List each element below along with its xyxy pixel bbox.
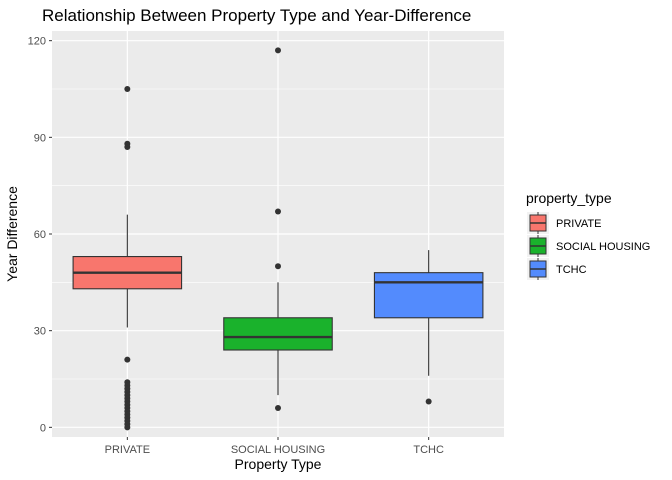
outlier-point [275, 263, 281, 270]
box-social-housing [223, 47, 333, 411]
box-private [72, 86, 183, 431]
boxes [72, 47, 484, 431]
outlier-point [124, 356, 131, 363]
outlier-point [275, 208, 281, 215]
x-tick-label: SOCIAL HOUSING [231, 444, 325, 456]
outlier-point [124, 424, 131, 431]
box-tchc [373, 250, 484, 405]
y-axis-title: Year Difference [4, 186, 20, 282]
legend-title: property_type [526, 190, 612, 206]
outlier-point [124, 86, 131, 92]
x-tick-label: PRIVATE [105, 444, 150, 456]
box-iqr [223, 317, 333, 351]
x-axis-title: Property Type [235, 456, 322, 472]
y-tick-label: 120 [28, 36, 46, 48]
x-tick-label: TCHC [413, 444, 444, 456]
legend-item: TCHC [527, 258, 587, 280]
legend: property_type PRIVATE SOCIAL HOUSING TCHC [526, 190, 650, 280]
legend-item: PRIVATE [527, 212, 601, 234]
legend-item: SOCIAL HOUSING [527, 235, 650, 257]
y-tick-label: 60 [34, 229, 46, 241]
y-tick-label: 30 [34, 326, 46, 338]
y-axis: 0 30 60 90 120 [28, 36, 52, 434]
y-tick-label: 0 [40, 422, 46, 434]
x-axis: PRIVATE SOCIAL HOUSING TCHC [105, 437, 444, 456]
box-iqr [373, 272, 484, 319]
outlier-point [425, 398, 432, 405]
y-tick-label: 90 [34, 132, 46, 144]
legend-label: SOCIAL HOUSING [556, 241, 650, 253]
outlier-point [124, 144, 131, 150]
outlier-point [275, 47, 281, 54]
legend-label: TCHC [556, 264, 587, 276]
legend-label: PRIVATE [556, 218, 601, 230]
chart-title: Relationship Between Property Type and Y… [42, 6, 471, 25]
outlier-point [275, 405, 281, 411]
